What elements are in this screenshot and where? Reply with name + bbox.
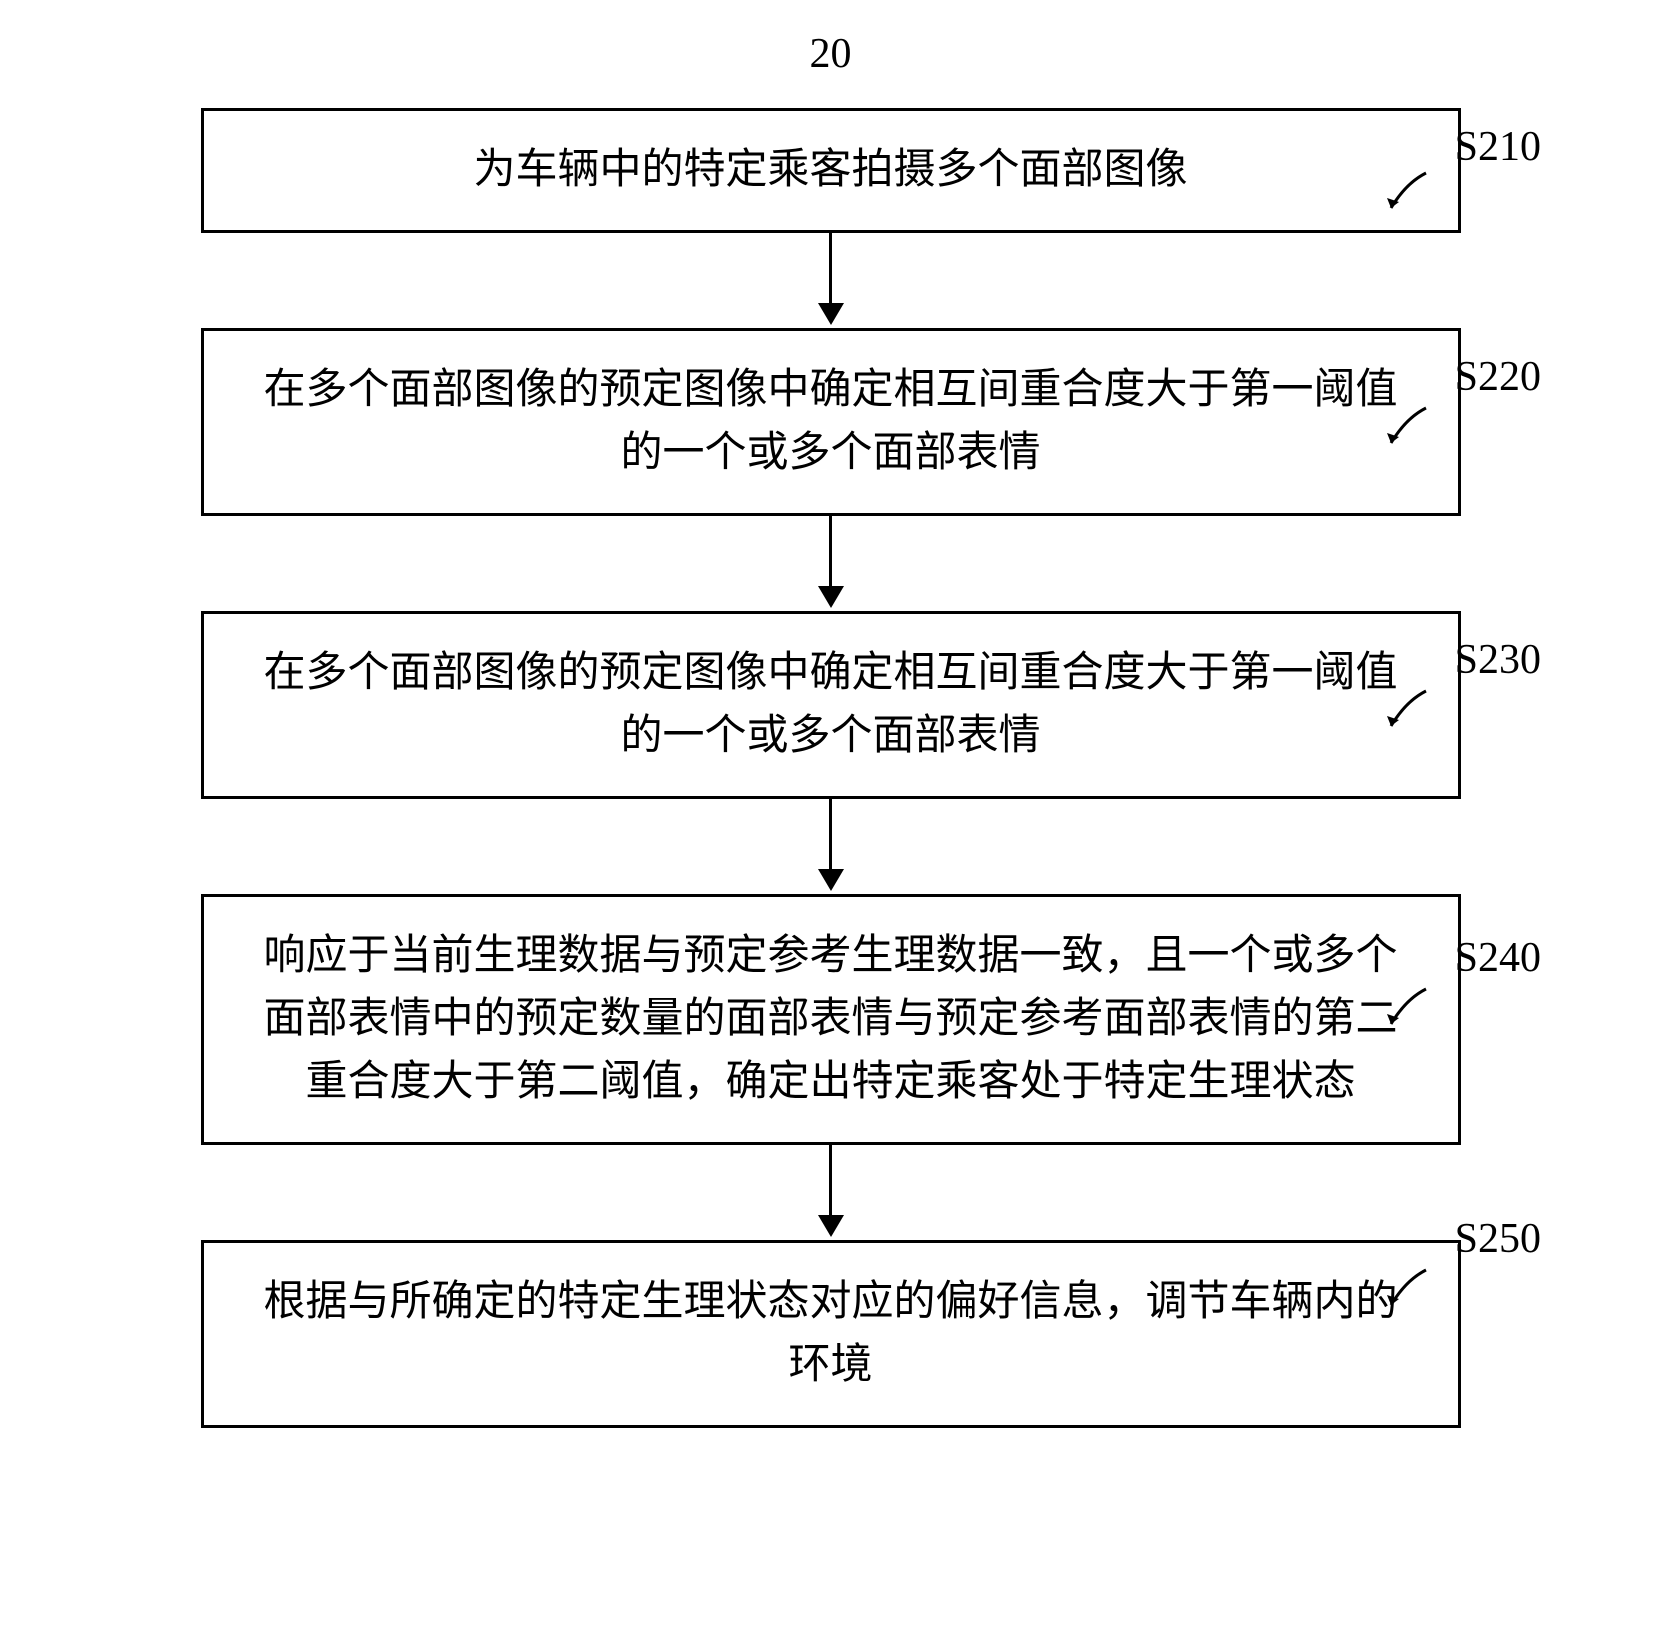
arrow-head-icon — [818, 303, 844, 325]
arrow-head-icon — [818, 1215, 844, 1237]
step-row-s240: 响应于当前生理数据与预定参考生理数据一致，且一个或多个面部表情中的预定数量的面部… — [60, 894, 1601, 1145]
connector-arrow — [818, 799, 844, 894]
arrow-head-icon — [818, 586, 844, 608]
step-box-s240: 响应于当前生理数据与预定参考生理数据一致，且一个或多个面部表情中的预定数量的面部… — [201, 894, 1461, 1145]
step-box-s210: 为车辆中的特定乘客拍摄多个面部图像 — [201, 108, 1461, 233]
step-label-s220: S220 — [1455, 353, 1541, 401]
arrow-line — [829, 799, 832, 869]
arrow-line — [829, 516, 832, 586]
step-row-s210: 为车辆中的特定乘客拍摄多个面部图像 S210 — [60, 108, 1601, 233]
step-label-s230: S230 — [1455, 636, 1541, 684]
connector-arrow — [818, 516, 844, 611]
connector-arrow — [818, 1145, 844, 1240]
arrow-head-icon — [818, 869, 844, 891]
arrow-line — [829, 1145, 832, 1215]
arrow-line — [829, 233, 832, 303]
pointer-arrow-icon — [1381, 403, 1431, 453]
flowchart-container: 20 为车辆中的特定乘客拍摄多个面部图像 S210 在多个面部图像的预定图像中确… — [60, 30, 1601, 1428]
step-label-s250: S250 — [1455, 1215, 1541, 1263]
pointer-arrow-icon — [1381, 168, 1431, 218]
pointer-arrow-icon — [1381, 686, 1431, 736]
connector-arrow — [818, 233, 844, 328]
step-label-s240: S240 — [1455, 934, 1541, 982]
pointer-arrow-icon — [1381, 984, 1431, 1034]
step-label-s210: S210 — [1455, 123, 1541, 171]
step-row-s250: 根据与所确定的特定生理状态对应的偏好信息，调节车辆内的环境 S250 — [60, 1240, 1601, 1428]
step-row-s220: 在多个面部图像的预定图像中确定相互间重合度大于第一阈值的一个或多个面部表情 S2… — [60, 328, 1601, 516]
step-box-s250: 根据与所确定的特定生理状态对应的偏好信息，调节车辆内的环境 — [201, 1240, 1461, 1428]
step-box-s230: 在多个面部图像的预定图像中确定相互间重合度大于第一阈值的一个或多个面部表情 — [201, 611, 1461, 799]
pointer-arrow-icon — [1381, 1265, 1431, 1315]
flowchart-title: 20 — [810, 30, 852, 78]
step-box-s220: 在多个面部图像的预定图像中确定相互间重合度大于第一阈值的一个或多个面部表情 — [201, 328, 1461, 516]
step-row-s230: 在多个面部图像的预定图像中确定相互间重合度大于第一阈值的一个或多个面部表情 S2… — [60, 611, 1601, 799]
